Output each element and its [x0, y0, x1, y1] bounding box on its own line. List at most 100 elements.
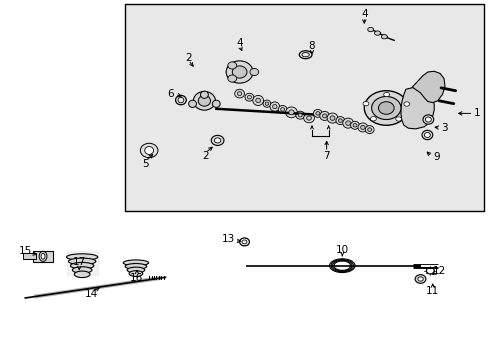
Text: 16: 16 — [130, 273, 143, 283]
Ellipse shape — [322, 114, 326, 118]
Ellipse shape — [422, 115, 433, 124]
Ellipse shape — [280, 108, 284, 111]
Text: 3: 3 — [440, 123, 447, 133]
Ellipse shape — [211, 135, 224, 145]
Ellipse shape — [178, 97, 183, 103]
Ellipse shape — [144, 147, 153, 154]
Ellipse shape — [357, 123, 367, 132]
Ellipse shape — [417, 277, 423, 281]
Ellipse shape — [298, 113, 302, 117]
Ellipse shape — [350, 121, 359, 129]
Circle shape — [367, 27, 373, 32]
Ellipse shape — [338, 119, 342, 122]
Text: 17: 17 — [72, 257, 86, 267]
Circle shape — [370, 117, 376, 121]
Ellipse shape — [424, 132, 429, 138]
Text: 4: 4 — [360, 9, 367, 19]
Ellipse shape — [342, 118, 353, 128]
Ellipse shape — [227, 75, 236, 82]
Text: 7: 7 — [323, 150, 329, 161]
Ellipse shape — [285, 107, 297, 118]
Circle shape — [374, 31, 380, 35]
Polygon shape — [411, 71, 444, 103]
Ellipse shape — [232, 66, 246, 78]
Bar — [124, 4, 483, 211]
Ellipse shape — [421, 130, 432, 140]
Text: 12: 12 — [431, 266, 445, 276]
Ellipse shape — [326, 113, 337, 123]
Text: 14: 14 — [85, 289, 99, 300]
Ellipse shape — [360, 125, 364, 130]
Circle shape — [381, 35, 386, 39]
Ellipse shape — [140, 143, 158, 158]
Circle shape — [395, 117, 401, 121]
Ellipse shape — [193, 91, 215, 110]
Polygon shape — [400, 87, 433, 129]
Ellipse shape — [352, 123, 356, 127]
Ellipse shape — [367, 128, 371, 131]
Ellipse shape — [364, 91, 407, 125]
Ellipse shape — [252, 95, 263, 105]
Ellipse shape — [315, 112, 319, 115]
Text: 8: 8 — [308, 41, 315, 51]
Ellipse shape — [255, 98, 260, 103]
Ellipse shape — [70, 262, 94, 269]
Ellipse shape — [278, 105, 286, 113]
Bar — [23, 253, 36, 259]
Text: 2: 2 — [202, 150, 208, 161]
Ellipse shape — [269, 102, 279, 111]
Ellipse shape — [295, 111, 304, 119]
Text: 2: 2 — [184, 53, 191, 63]
Ellipse shape — [237, 92, 241, 95]
Ellipse shape — [188, 100, 196, 107]
Ellipse shape — [68, 258, 96, 265]
Ellipse shape — [303, 113, 314, 123]
Ellipse shape — [125, 264, 146, 269]
Ellipse shape — [227, 62, 236, 69]
Ellipse shape — [378, 102, 393, 114]
Ellipse shape — [335, 117, 344, 125]
Text: 4: 4 — [236, 38, 243, 48]
Text: 10: 10 — [335, 245, 348, 255]
Ellipse shape — [345, 121, 350, 125]
Text: 9: 9 — [432, 152, 439, 162]
Ellipse shape — [127, 267, 144, 273]
Text: 13: 13 — [222, 234, 235, 244]
Ellipse shape — [212, 100, 220, 107]
Ellipse shape — [74, 271, 90, 278]
Ellipse shape — [306, 116, 311, 120]
Ellipse shape — [66, 254, 98, 260]
Ellipse shape — [200, 91, 208, 98]
Ellipse shape — [225, 61, 253, 83]
Ellipse shape — [329, 116, 334, 120]
Ellipse shape — [263, 100, 270, 107]
Ellipse shape — [272, 104, 276, 109]
Ellipse shape — [301, 53, 308, 57]
Ellipse shape — [371, 96, 400, 120]
Ellipse shape — [198, 95, 210, 106]
Ellipse shape — [365, 126, 373, 134]
Ellipse shape — [129, 271, 142, 276]
Ellipse shape — [234, 89, 244, 98]
Circle shape — [403, 102, 409, 106]
Bar — [33, 251, 53, 262]
Ellipse shape — [288, 110, 293, 115]
Text: 1: 1 — [472, 108, 479, 118]
Text: 6: 6 — [166, 89, 173, 99]
Ellipse shape — [72, 267, 92, 273]
Circle shape — [383, 93, 389, 97]
Ellipse shape — [123, 260, 148, 266]
Ellipse shape — [313, 109, 322, 117]
Ellipse shape — [214, 138, 221, 143]
Ellipse shape — [242, 240, 246, 244]
Ellipse shape — [244, 93, 253, 101]
Ellipse shape — [425, 117, 430, 122]
Ellipse shape — [249, 68, 258, 76]
Circle shape — [362, 102, 368, 106]
Text: 15: 15 — [19, 246, 32, 256]
Text: 11: 11 — [425, 286, 439, 296]
Ellipse shape — [41, 253, 45, 259]
Text: 5: 5 — [142, 159, 149, 169]
Ellipse shape — [319, 111, 329, 120]
Ellipse shape — [414, 275, 425, 283]
